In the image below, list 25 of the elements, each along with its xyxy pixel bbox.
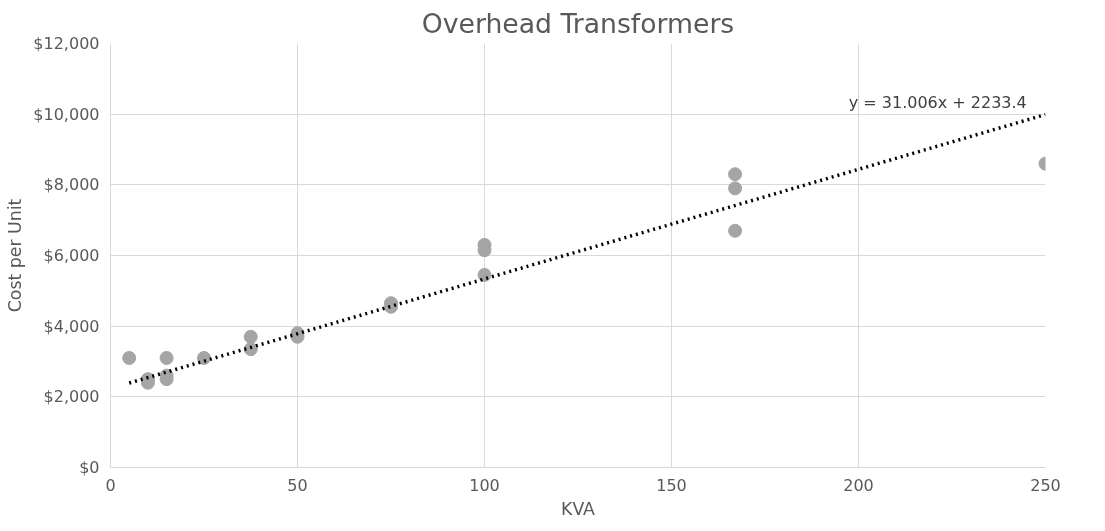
point [122, 350, 137, 365]
x-axis-title: KVA [561, 498, 596, 519]
point [159, 350, 174, 365]
x-tick-label: 200 [843, 475, 874, 495]
point [477, 267, 492, 282]
y-tick-label: $0 [79, 458, 100, 477]
point [197, 350, 211, 365]
y-axis-title: Cost per Unit [5, 198, 26, 313]
x-tick-label: 150 [656, 475, 687, 495]
point [728, 167, 743, 182]
x-tick-label: 0 [105, 475, 116, 495]
annotation: y = 31.006x + 2233.4 [848, 93, 1027, 113]
point [243, 329, 258, 344]
y-tick-label: $2,000 [43, 387, 100, 407]
y-tick-label: $6,000 [43, 246, 100, 265]
y-tick-label: $10,000 [33, 104, 100, 124]
chart-title: Overhead Transformers [421, 7, 735, 39]
y-tick-label: $8,000 [43, 175, 100, 195]
y-tick-label: $12,000 [33, 34, 100, 53]
x-tick-label: 250 [1030, 475, 1061, 495]
point [728, 181, 743, 196]
x-tick-label: 100 [469, 475, 500, 495]
x-tick-label: 50 [287, 475, 308, 495]
y-tick-label: $4,000 [43, 316, 100, 336]
point [728, 223, 743, 238]
